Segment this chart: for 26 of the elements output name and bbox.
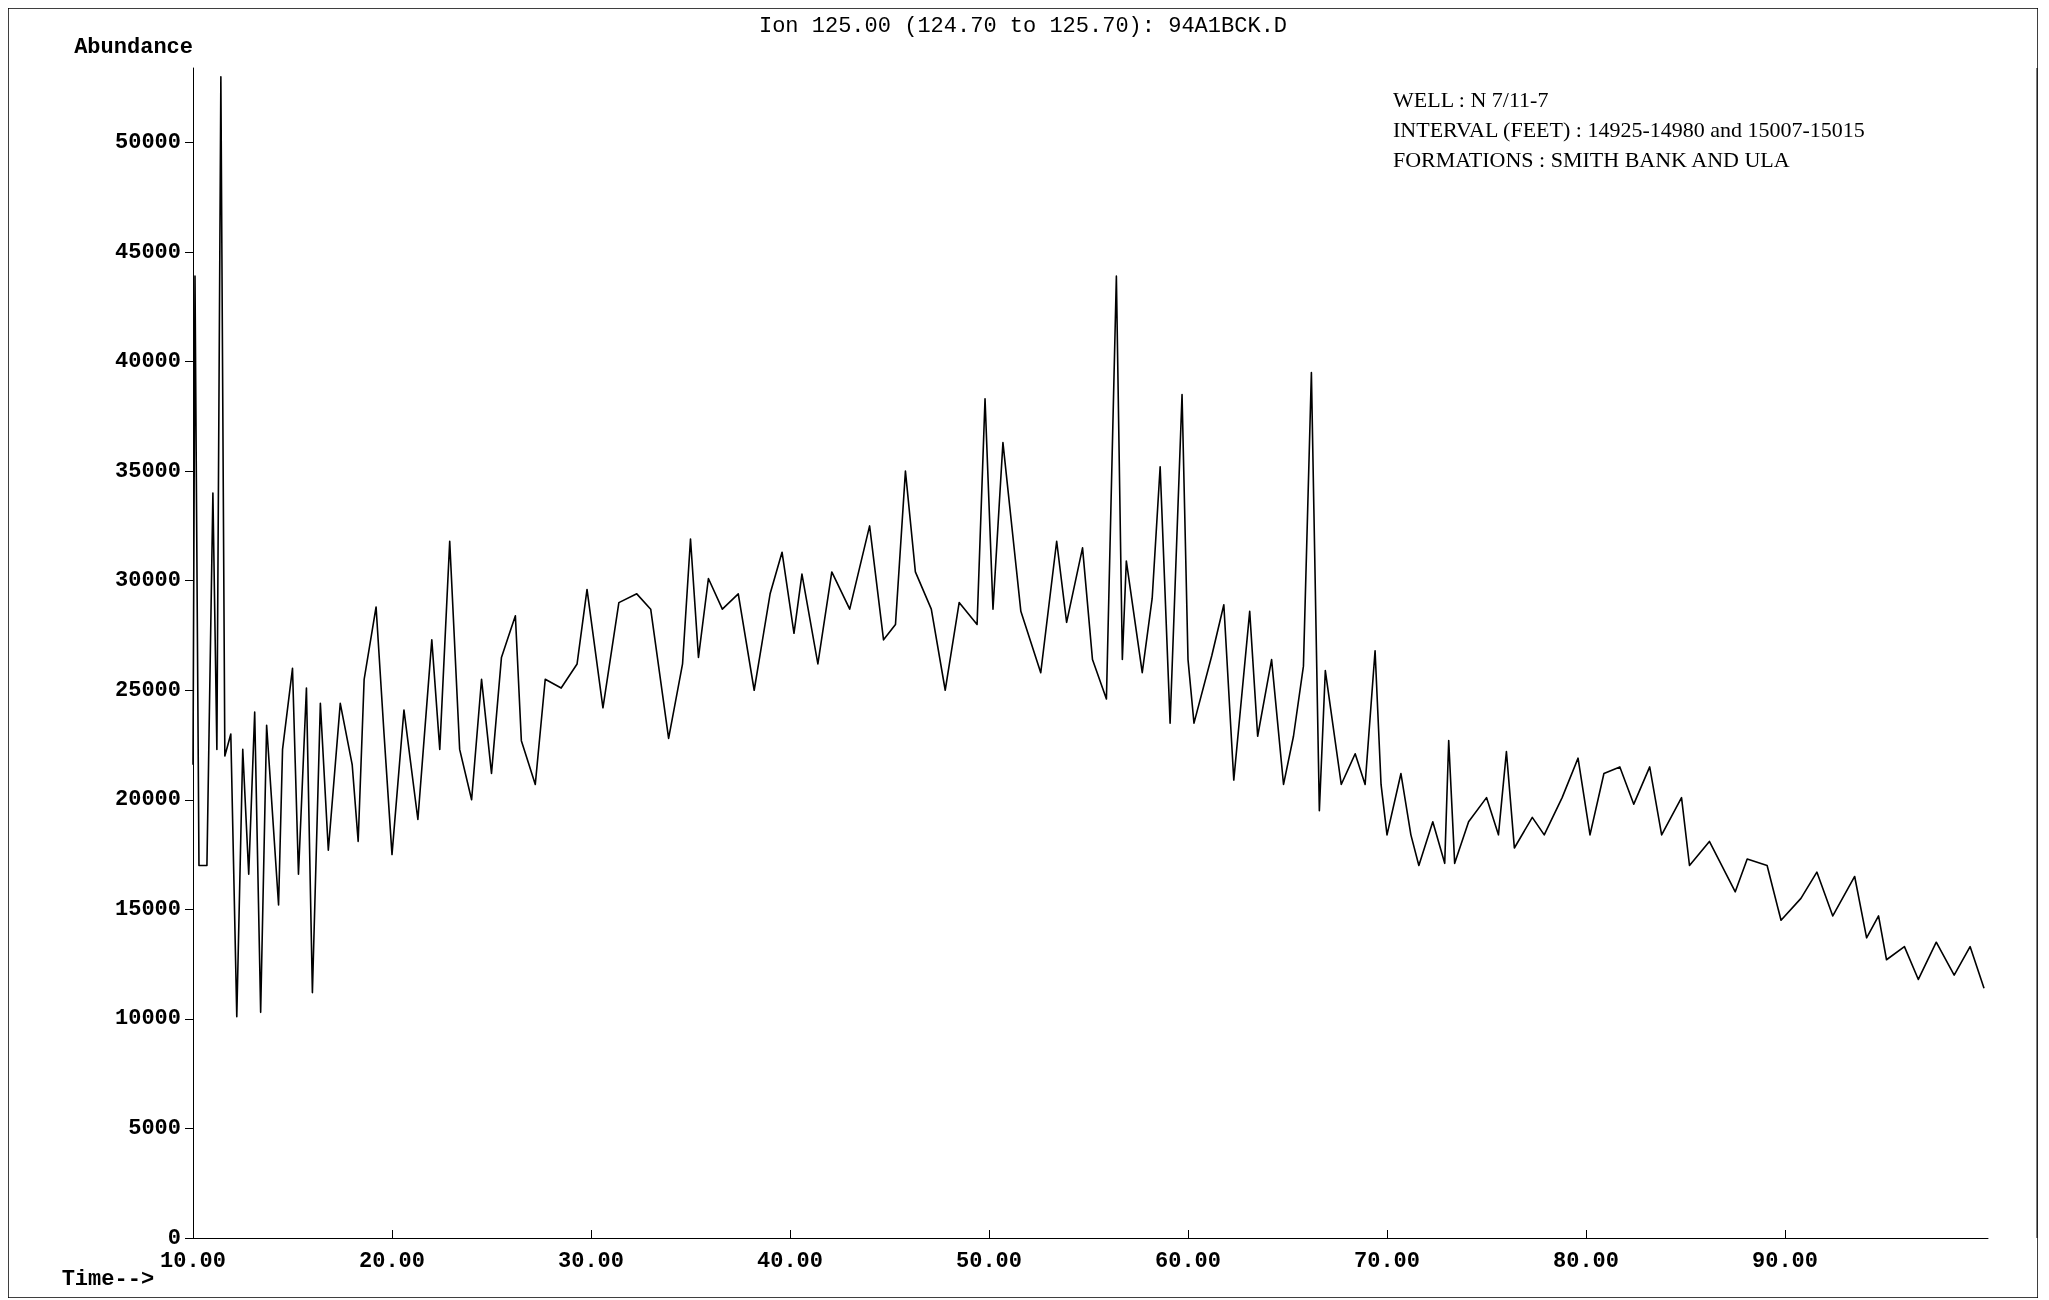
x-tick-label: 30.00 bbox=[558, 1248, 625, 1274]
y-tick-label: 15000 bbox=[114, 896, 181, 922]
annotation: FORMATIONS : SMITH BANK AND ULA bbox=[1393, 146, 1790, 172]
annotation: INTERVAL (FEET) : 14925-14980 and 15007-15015 bbox=[1393, 116, 1865, 142]
x-tick-label: 40.00 bbox=[757, 1248, 824, 1274]
y-tick-label: 30000 bbox=[114, 568, 181, 594]
y-tick-label: 0 bbox=[167, 1225, 181, 1251]
y-tick-label: 45000 bbox=[114, 239, 181, 265]
y-tick-label: 25000 bbox=[114, 677, 181, 703]
y-tick-label: 10000 bbox=[114, 1006, 181, 1032]
y-axis-title: Abundance bbox=[74, 34, 193, 60]
y-tick-label: 40000 bbox=[114, 349, 181, 375]
y-tick-label: 5000 bbox=[128, 1115, 181, 1141]
x-axis-title: Time--> bbox=[61, 1266, 155, 1292]
x-tick-label: 20.00 bbox=[358, 1248, 426, 1274]
x-tick-label: 10.00 bbox=[159, 1248, 227, 1274]
x-tick-label: 90.00 bbox=[1752, 1248, 1819, 1274]
y-tick-label: 50000 bbox=[114, 129, 181, 155]
x-tick-label: 50.00 bbox=[956, 1248, 1023, 1274]
x-tick-label: 70.00 bbox=[1354, 1248, 1421, 1274]
x-tick-label: 80.00 bbox=[1553, 1248, 1620, 1274]
annotation: WELL : N 7/11-7 bbox=[1393, 86, 1549, 112]
x-tick-label: 60.00 bbox=[1155, 1248, 1222, 1274]
chart-title: Ion 125.00 (124.70 to 125.70): 94A1BCK.D bbox=[758, 13, 1288, 39]
y-tick-label: 35000 bbox=[114, 458, 181, 484]
y-tick-label: 20000 bbox=[114, 787, 181, 813]
